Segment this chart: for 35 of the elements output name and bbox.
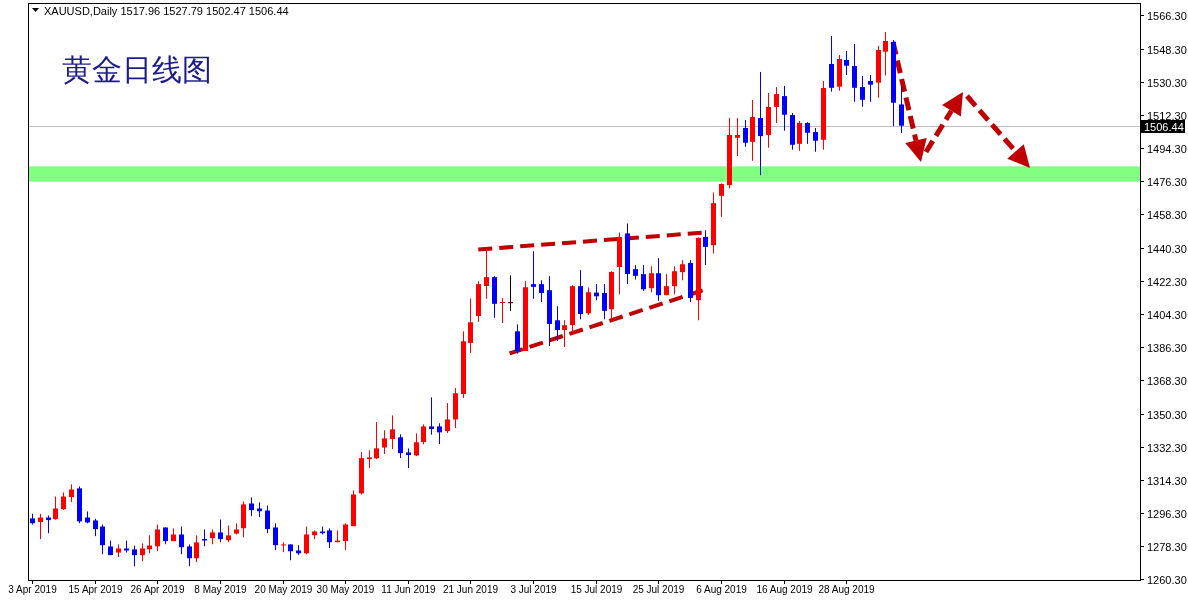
y-tick-label: 1404.30 bbox=[1147, 308, 1187, 321]
y-tick-label: 1278.30 bbox=[1147, 540, 1187, 553]
y-tick-label: 1314.30 bbox=[1147, 474, 1187, 487]
y-tick-label: 1512.30 bbox=[1147, 109, 1187, 122]
x-tick-label: 28 Aug 2019 bbox=[818, 584, 876, 595]
y-tick-label: 1332.30 bbox=[1147, 441, 1187, 454]
x-tick-label: 8 May 2019 bbox=[194, 584, 248, 595]
y-tick-label: 1458.30 bbox=[1147, 208, 1187, 221]
x-tick-label: 15 Jul 2019 bbox=[570, 584, 623, 595]
x-tick-label: 16 Aug 2019 bbox=[756, 584, 814, 595]
y-tick-label: 1476.30 bbox=[1147, 175, 1187, 188]
x-tick-label: 6 Aug 2019 bbox=[696, 584, 748, 595]
y-tick-label: 1368.30 bbox=[1147, 374, 1187, 387]
y-tick-label: 1440.30 bbox=[1147, 242, 1187, 255]
x-tick-label: 3 Jul 2019 bbox=[510, 584, 558, 595]
y-tick-label: 1386.30 bbox=[1147, 341, 1187, 354]
text: 黄金日线图 bbox=[62, 53, 212, 86]
x-tick-label: 11 Jun 2019 bbox=[381, 584, 437, 595]
x-tick-label: 21 Jun 2019 bbox=[442, 584, 499, 595]
y-tick-label: 1422.30 bbox=[1147, 275, 1187, 288]
ref-line-label: 1506.44 bbox=[1144, 120, 1184, 133]
x-tick-label: 30 May 2019 bbox=[316, 584, 375, 595]
x-tick-label: 26 Apr 2019 bbox=[130, 584, 185, 595]
x-tick-label: 3 Apr 2019 bbox=[8, 584, 58, 595]
chart-subtitle: XAUUSD,Daily 1517.96 1527.79 1502.47 1506.44 bbox=[44, 5, 289, 17]
x-tick-label: 25 Jul 2019 bbox=[632, 584, 685, 595]
y-tick-label: 1260.30 bbox=[1147, 573, 1187, 586]
y-tick-label: 1296.30 bbox=[1147, 507, 1187, 520]
y-tick-label: 1350.30 bbox=[1147, 408, 1187, 421]
y-tick-label: 1548.30 bbox=[1147, 43, 1187, 56]
y-tick-label: 1494.30 bbox=[1147, 142, 1187, 155]
y-tick-label: 1566.30 bbox=[1147, 9, 1187, 22]
x-tick-label: 20 May 2019 bbox=[254, 584, 313, 595]
x-tick-label: 15 Apr 2019 bbox=[68, 584, 123, 595]
y-tick-label: 1530.30 bbox=[1147, 76, 1187, 89]
